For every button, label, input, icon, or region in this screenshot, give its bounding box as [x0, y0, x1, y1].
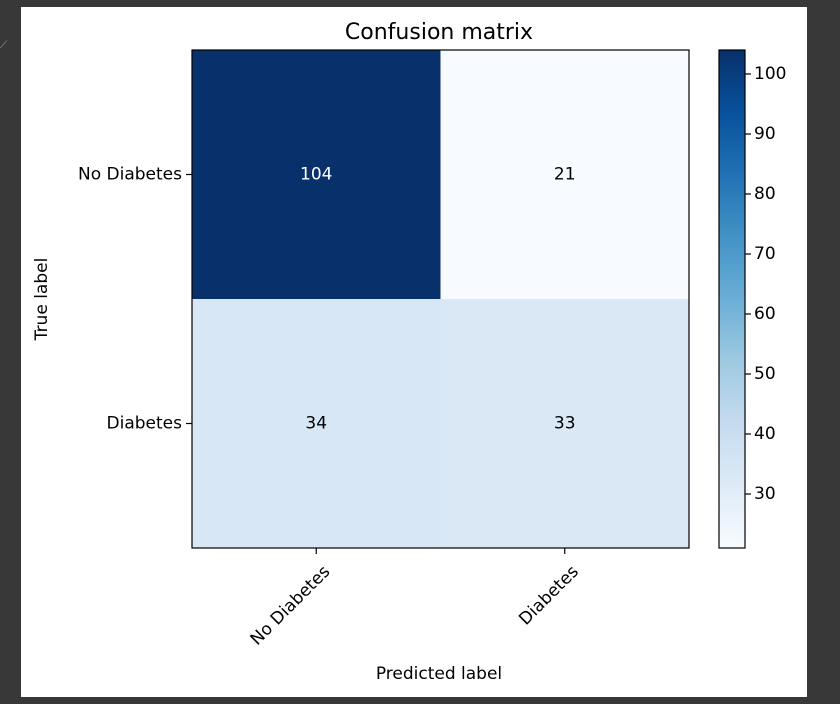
chart-title: Confusion matrix: [345, 20, 533, 45]
colorbar-axis: 30 40 50 60 70 80 90 100: [745, 64, 786, 504]
y-axis-label: True label: [32, 258, 52, 342]
heatmap-cell: [440, 50, 689, 299]
y-tick-label: No Diabetes: [78, 165, 182, 185]
colorbar-tick-label: 70: [754, 244, 776, 264]
colorbar-tick-label: 60: [754, 304, 776, 324]
heatmap-cell: [192, 299, 441, 548]
colorbar-tick-label: 30: [754, 484, 776, 504]
x-axis-label: Predicted label: [376, 664, 502, 684]
figure-canvas: Confusion matrix 104 21 34 33 No Diabetes Di…: [21, 7, 807, 697]
plot-frame: [191, 49, 690, 549]
cell-value-label: 33: [554, 414, 576, 434]
cell-value-label: 34: [305, 414, 327, 434]
cell-value-label: 104: [300, 165, 332, 185]
colorbar-tick-label: 80: [754, 184, 776, 204]
colorbar-tick-label: 100: [754, 64, 786, 84]
confusion-matrix-chart: Confusion matrix 104 21 34 33 No Diabetes Di…: [32, 20, 786, 684]
colorbar: [718, 49, 746, 549]
y-axis: No Diabetes Diabetes: [78, 165, 192, 434]
window-edge-mark: ⟋: [0, 40, 7, 51]
cell-value-label: 21: [554, 165, 576, 185]
colorbar-tick-label: 90: [754, 124, 776, 144]
x-axis: No Diabetes Diabetes: [247, 548, 583, 650]
colorbar-tick-label: 40: [754, 424, 776, 444]
heatmap-cells: [192, 50, 689, 548]
x-tick-label: No Diabetes: [247, 562, 335, 650]
heatmap-cell: [440, 299, 689, 548]
heatmap-cell: [192, 50, 441, 299]
y-tick-label: Diabetes: [107, 414, 183, 434]
colorbar-tick-label: 50: [754, 364, 776, 384]
heatmap-cell-labels: 104 21 34 33: [300, 165, 576, 434]
x-tick-label: Diabetes: [515, 562, 583, 630]
